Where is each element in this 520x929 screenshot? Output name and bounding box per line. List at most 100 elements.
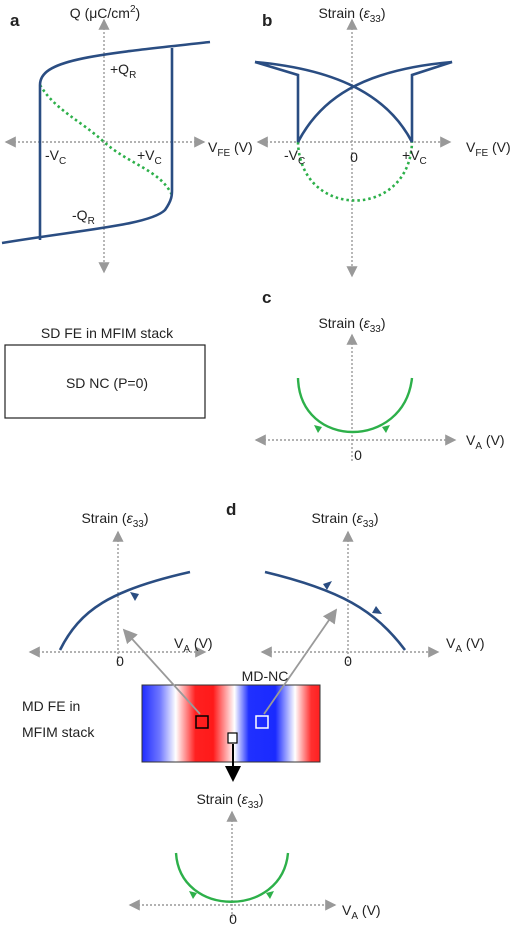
text-part: C <box>155 156 162 167</box>
text-part: Strain ( <box>318 315 363 331</box>
box-label: SD NC (P=0) <box>66 375 148 391</box>
text-part: ) <box>374 510 379 526</box>
text-part: 2 <box>130 4 136 15</box>
text-part: ) <box>381 315 386 331</box>
hysteresis-lower <box>1 48 174 245</box>
text-part: R <box>88 216 95 227</box>
text-part: Strain ( <box>81 510 126 526</box>
panel-b <box>254 18 453 278</box>
text-part: +V <box>402 147 420 163</box>
annotation: +VC <box>137 147 162 167</box>
text-part: -Q <box>72 207 88 223</box>
stack-label: MD FE in <box>22 698 80 714</box>
x-axis-label: VA (V) <box>446 635 485 655</box>
x-axis-label: VA (V) <box>342 902 381 922</box>
text-part: R <box>129 70 136 81</box>
direction-arrows <box>323 581 382 614</box>
md-domain-map <box>141 684 321 763</box>
text-part: ) <box>381 5 386 21</box>
text-part: V <box>174 635 184 651</box>
text-part: FE <box>475 148 488 159</box>
text-part: Q (μC/cm <box>70 5 130 21</box>
text-part: A <box>351 911 358 922</box>
panel-d <box>28 530 440 920</box>
text-part: 33 <box>248 800 260 811</box>
text-part: (V) <box>230 139 253 155</box>
x-axis-label: VA (V) <box>174 635 213 655</box>
text-part: (V) <box>488 139 511 155</box>
text-part: C <box>59 156 66 167</box>
origin-label: 0 <box>350 149 358 165</box>
sd-box <box>4 344 206 419</box>
text-part: ) <box>144 510 149 526</box>
text-part: +V <box>137 147 155 163</box>
strain-curve <box>174 852 290 903</box>
strain-curve-left <box>58 570 191 651</box>
text-part: Strain ( <box>196 791 241 807</box>
probe-red <box>195 715 209 729</box>
text-part: +Q <box>110 61 129 77</box>
text-part: (V) <box>190 635 213 651</box>
origin-label: 0 <box>229 911 237 927</box>
text-part: Strain ( <box>311 510 356 526</box>
text-part: -V <box>45 147 60 163</box>
text-part: C <box>298 156 305 167</box>
origin-label: 0 <box>354 447 362 463</box>
probe-blue <box>255 715 269 729</box>
butterfly-loop <box>254 60 453 143</box>
annotation: +VC <box>402 147 427 167</box>
panel-c <box>254 333 457 462</box>
x-axis-label: VFE (V) <box>208 139 253 159</box>
text-part: 33 <box>370 324 382 335</box>
strain-curve <box>296 377 414 434</box>
domain-label: MD-NC <box>242 668 289 684</box>
panel-label: c <box>262 288 271 307</box>
hysteresis-upper <box>38 40 211 240</box>
text-part: 33 <box>363 519 375 530</box>
text-part: (V) <box>482 432 505 448</box>
text-part: FE <box>217 148 230 159</box>
y-axis-label: Strain (ε33) <box>311 510 378 530</box>
annotation: -QR <box>72 207 95 227</box>
probe-wall <box>227 732 238 744</box>
text-part: ε <box>357 510 364 526</box>
origin-label: 0 <box>116 653 124 669</box>
text-part: V <box>466 139 476 155</box>
text-part: C <box>420 156 427 167</box>
annotation: +QR <box>110 61 136 81</box>
text-part: ) <box>259 791 264 807</box>
text-part: 33 <box>370 14 382 25</box>
pointer <box>263 608 338 715</box>
y-axis-label: Q (μC/cm2) <box>70 4 140 21</box>
text-part: V <box>342 902 352 918</box>
text-part: V <box>446 635 456 651</box>
text-part: ) <box>136 5 141 21</box>
text-part: ε <box>127 510 134 526</box>
panel-label: d <box>226 500 236 519</box>
text-part: V <box>208 139 218 155</box>
y-axis-label: Strain (ε33) <box>318 315 385 335</box>
text-part: A <box>455 644 462 655</box>
text-part: -V <box>284 147 299 163</box>
annotation: -VC <box>284 147 305 167</box>
panel-label: b <box>262 11 272 30</box>
text-part: Strain ( <box>318 5 363 21</box>
stack-label: MFIM stack <box>22 724 95 740</box>
text-part: ε <box>242 791 249 807</box>
y-axis-label: Strain (ε33) <box>81 510 148 530</box>
strain-curve-right <box>264 570 407 651</box>
panel-label: a <box>10 11 20 30</box>
box-title: SD FE in MFIM stack <box>41 325 174 341</box>
panel-a <box>1 18 211 274</box>
text-part: (V) <box>462 635 485 651</box>
x-axis-label: VFE (V) <box>466 139 511 159</box>
text-part: ε <box>364 315 371 331</box>
nc-strain <box>296 141 414 202</box>
pointer <box>122 628 201 715</box>
direction-arrow <box>130 592 139 601</box>
text-part: V <box>466 432 476 448</box>
origin-label: 0 <box>344 653 352 669</box>
nc-branch <box>38 84 174 196</box>
annotation: -VC <box>45 147 66 167</box>
